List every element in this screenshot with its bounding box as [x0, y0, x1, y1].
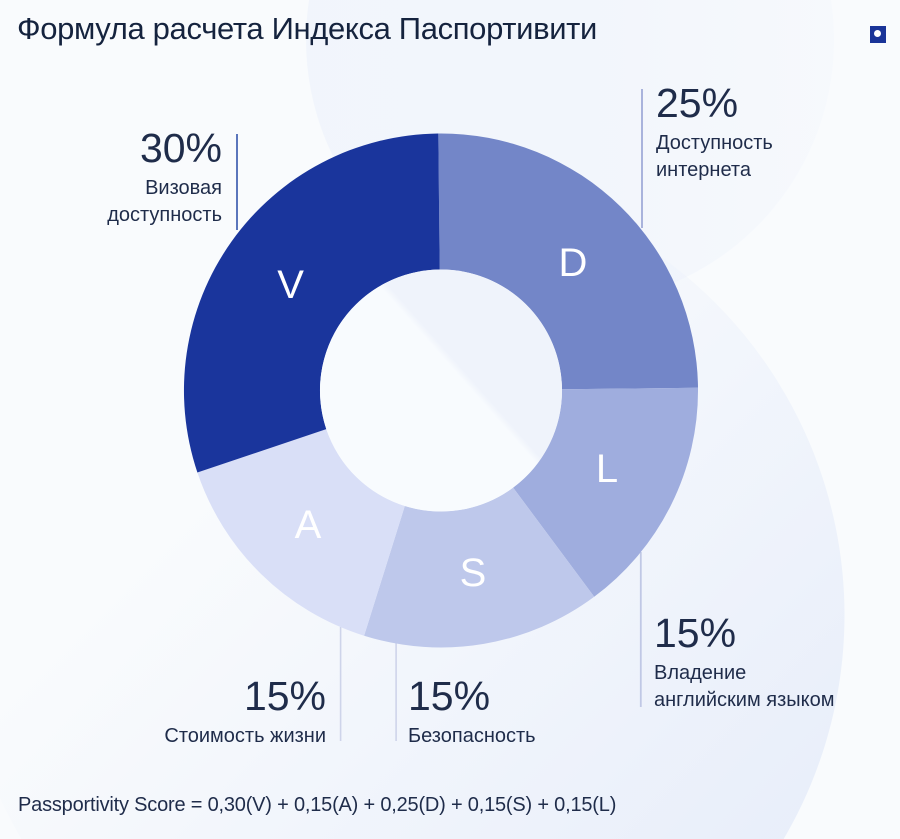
svg-text:S: S: [460, 551, 487, 595]
svg-text:V: V: [277, 263, 304, 307]
svg-text:D: D: [559, 241, 588, 285]
svg-text:L: L: [596, 447, 618, 491]
svg-text:A: A: [295, 503, 322, 547]
